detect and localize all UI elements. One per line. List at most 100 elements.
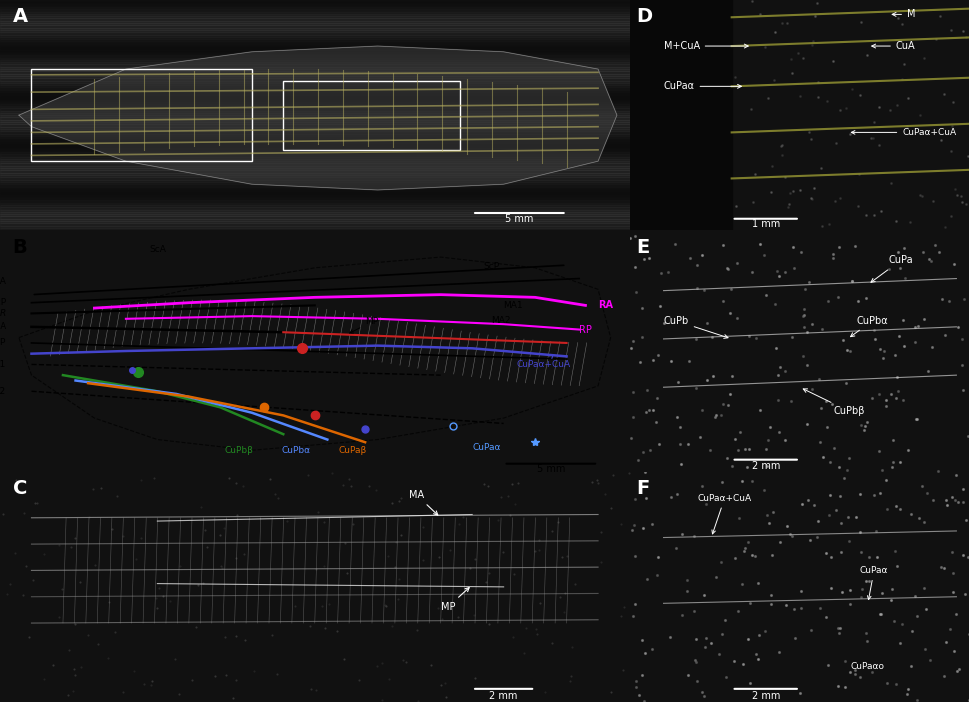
- Bar: [0, 55, 629, 58]
- Bar: [0, 14, 629, 16]
- Text: CuPaα+CuA: CuPaα+CuA: [516, 355, 570, 369]
- Bar: [0, 65, 629, 67]
- Bar: [0, 219, 629, 221]
- Bar: [0, 99, 629, 101]
- Text: MA2: MA2: [490, 316, 510, 324]
- Bar: [0, 154, 629, 157]
- Bar: [0, 11, 629, 14]
- Bar: [0, 94, 629, 97]
- Bar: [0, 106, 629, 108]
- Bar: [0, 228, 629, 230]
- Bar: [0, 44, 629, 46]
- Text: MA: MA: [409, 490, 437, 515]
- Bar: [0, 221, 629, 223]
- Text: 5 mm: 5 mm: [536, 464, 565, 474]
- Bar: [0, 60, 629, 62]
- Bar: [0, 39, 629, 41]
- Bar: [0, 2, 629, 5]
- Bar: [0, 21, 629, 23]
- Bar: [0, 129, 629, 131]
- Bar: [0, 198, 629, 200]
- Bar: [629, 0, 731, 230]
- Bar: [0, 207, 629, 209]
- Text: 1 mm: 1 mm: [751, 220, 779, 230]
- Text: AA1: AA1: [0, 360, 6, 369]
- Bar: [0, 182, 629, 184]
- Bar: [0, 196, 629, 198]
- Bar: [0, 209, 629, 212]
- Bar: [0, 152, 629, 154]
- Text: ScA: ScA: [149, 245, 166, 253]
- Text: CuPaα: CuPaα: [859, 566, 888, 600]
- Bar: [0, 62, 629, 65]
- Bar: [0, 205, 629, 207]
- Text: ScP: ScP: [483, 262, 499, 271]
- Bar: [0, 136, 629, 138]
- Text: ScP: ScP: [0, 298, 6, 307]
- Text: MP: MP: [440, 588, 469, 612]
- Bar: [0, 145, 629, 147]
- Text: D: D: [636, 7, 652, 26]
- Text: 2 mm: 2 mm: [489, 691, 517, 701]
- Bar: [31, 69, 252, 161]
- Bar: [0, 117, 629, 120]
- Bar: [0, 30, 629, 32]
- Bar: [0, 37, 629, 39]
- Text: CuPaα: CuPaα: [472, 443, 500, 452]
- Bar: [0, 150, 629, 152]
- Bar: [0, 34, 629, 37]
- Bar: [0, 200, 629, 203]
- Text: M: M: [891, 9, 915, 20]
- Bar: [0, 225, 629, 228]
- Bar: [0, 173, 629, 175]
- Bar: [0, 159, 629, 161]
- Bar: [0, 178, 629, 180]
- Bar: [0, 180, 629, 182]
- Bar: [0, 184, 629, 187]
- Bar: [0, 124, 629, 126]
- Bar: [0, 23, 629, 25]
- Text: 5 mm: 5 mm: [505, 213, 533, 224]
- Bar: [0, 67, 629, 69]
- Bar: [0, 97, 629, 99]
- Bar: [0, 212, 629, 214]
- Bar: [0, 126, 629, 129]
- Bar: [0, 138, 629, 140]
- Bar: [0, 7, 629, 9]
- Text: CuA: CuA: [871, 41, 915, 51]
- Bar: [0, 157, 629, 159]
- Text: M+CuA: M+CuA: [0, 322, 6, 331]
- Text: CuPbβ: CuPbβ: [225, 446, 254, 455]
- Bar: [0, 85, 629, 88]
- Bar: [0, 79, 629, 81]
- Text: ScA: ScA: [0, 277, 6, 286]
- Text: CuPaα: CuPaα: [663, 81, 740, 91]
- Bar: [0, 83, 629, 85]
- Text: CuPaα+CuA: CuPaα+CuA: [851, 128, 955, 137]
- Bar: [0, 214, 629, 216]
- Text: AA2: AA2: [0, 387, 6, 396]
- Text: F: F: [636, 479, 649, 498]
- Text: R: R: [0, 309, 6, 318]
- Text: RA: RA: [598, 300, 612, 310]
- Bar: [0, 72, 629, 74]
- Bar: [283, 81, 459, 150]
- Bar: [0, 171, 629, 173]
- Text: E: E: [636, 237, 649, 256]
- Polygon shape: [18, 46, 616, 190]
- Bar: [0, 143, 629, 145]
- Bar: [0, 76, 629, 79]
- Bar: [0, 122, 629, 124]
- Bar: [0, 187, 629, 189]
- Text: RP: RP: [578, 324, 591, 335]
- Bar: [0, 175, 629, 178]
- Bar: [0, 194, 629, 196]
- Bar: [0, 5, 629, 7]
- Bar: [0, 18, 629, 21]
- Bar: [0, 88, 629, 90]
- Text: CuPa: CuPa: [870, 256, 912, 282]
- Text: CuPb: CuPb: [663, 316, 728, 338]
- Text: CuPaβ: CuPaβ: [338, 446, 366, 455]
- Bar: [0, 133, 629, 136]
- Bar: [0, 69, 629, 72]
